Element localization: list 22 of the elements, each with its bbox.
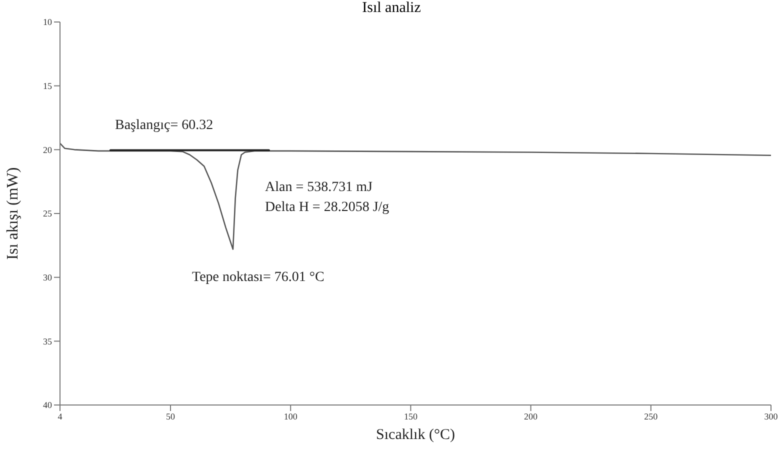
y-tick-label: 30	[43, 272, 52, 283]
y-tick-label: 10	[43, 17, 52, 28]
annotation: Tepe noktası= 76.01 °C	[192, 270, 324, 286]
x-tick-label: 100	[284, 411, 298, 422]
y-axis-title: Isı akışı (mW)	[4, 167, 22, 260]
y-tick-label: 40	[43, 400, 52, 410]
line-series	[60, 142, 771, 250]
x-tick-label: 200	[524, 411, 538, 422]
x-tick-label: 4	[58, 411, 63, 422]
y-tick-label: 15	[43, 81, 52, 92]
chart-title: Isıl analiz	[361, 0, 422, 17]
x-tick-label: 150	[404, 411, 418, 422]
x-tick-label: 250	[644, 411, 658, 422]
annotation: Alan = 538.731 mJ	[265, 180, 372, 196]
x-axis-title: Sıcaklık (°C)	[376, 427, 455, 443]
y-tick-label: 20	[43, 144, 52, 155]
x-tick-label: 300	[764, 411, 778, 422]
x-tick-label: 50	[166, 411, 176, 422]
y-tick-label: 25	[43, 208, 52, 219]
annotation: Delta H = 28.2058 J/g	[265, 200, 390, 216]
y-tick-label: 35	[43, 336, 52, 346]
annotation: Başlangıç= 60.32	[115, 118, 214, 134]
